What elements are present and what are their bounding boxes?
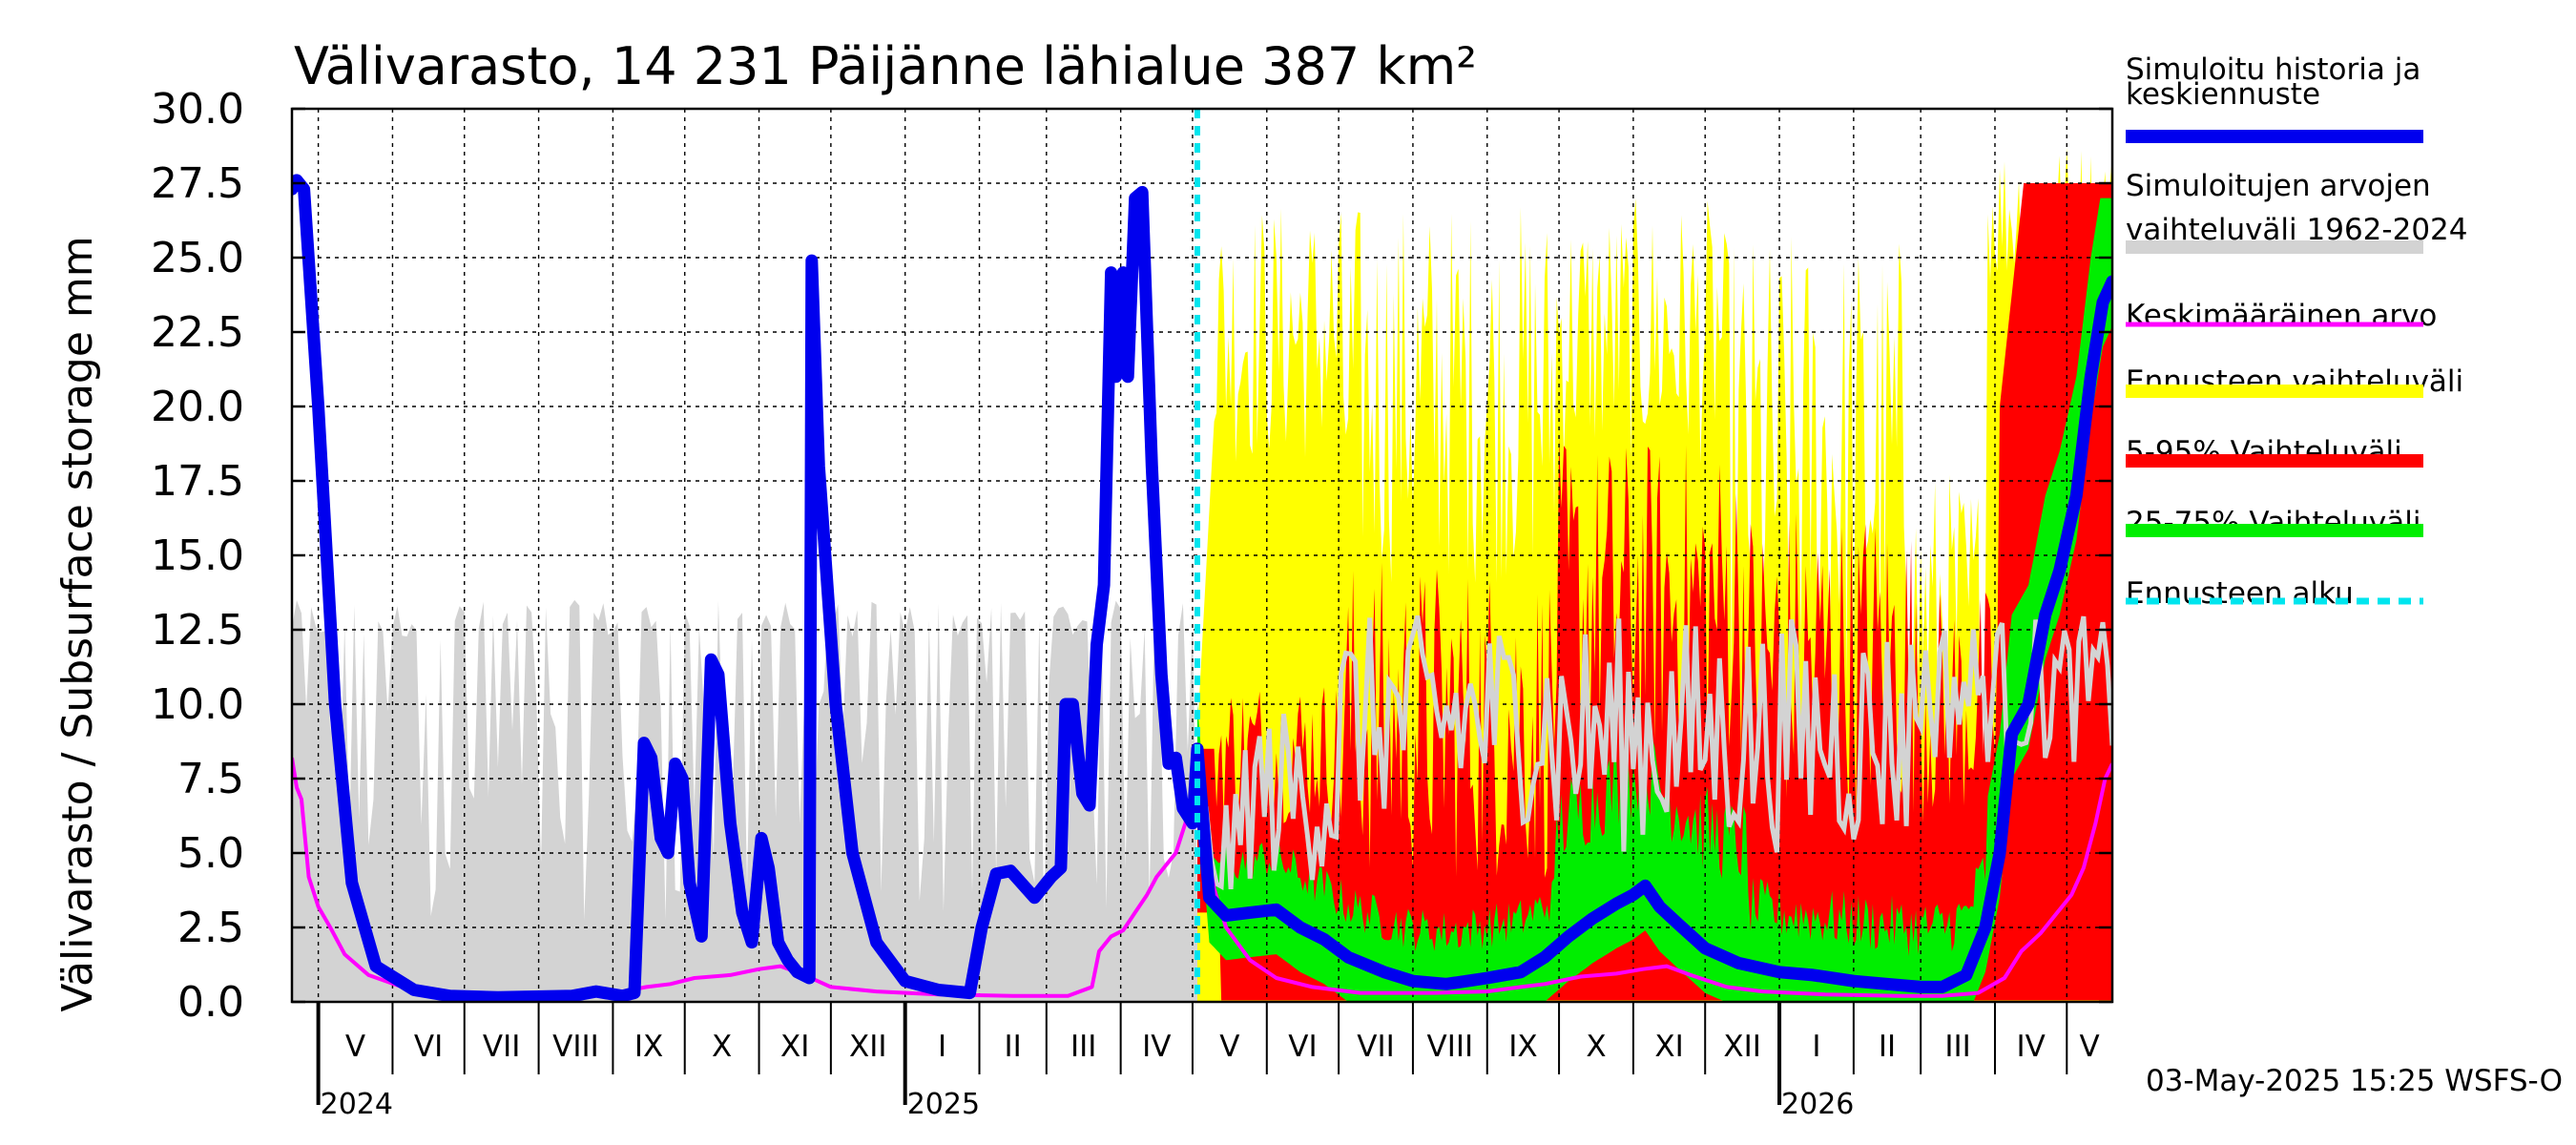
month-label: V	[1219, 1030, 1239, 1064]
y-tick-label: 17.5	[151, 457, 244, 506]
month-label: VI	[414, 1030, 443, 1064]
month-label: VII	[483, 1030, 521, 1064]
month-label: IV	[1142, 1030, 1171, 1064]
footer-timestamp: 03-May-2025 15:25 WSFS-O	[2146, 1064, 2563, 1098]
month-label: III	[1070, 1030, 1096, 1064]
month-label: X	[1586, 1030, 1606, 1064]
legend-label: Simuloitu historia ja	[2126, 52, 2420, 87]
month-label: VI	[1288, 1030, 1317, 1064]
y-tick-label: 12.5	[151, 606, 244, 655]
simulated-history-line	[292, 174, 2112, 1002]
month-label: XI	[1654, 1030, 1683, 1064]
axes: 0.0 2.5 5.0 7.5 10.0 12.5 15.0 17.5 20.0 22.5 25.0…	[151, 85, 2114, 1121]
legend-label: Simuloitujen arvojen	[2126, 169, 2431, 203]
month-label: XII	[1723, 1030, 1761, 1064]
month-label: IX	[634, 1030, 663, 1064]
chart-title: Välivarasto, 14 231 Päijänne lähialue 38…	[294, 36, 1477, 96]
y-tick-label: 0.0	[177, 978, 244, 1027]
month-label: II	[1005, 1030, 1022, 1064]
forecast-historical-range-line	[1195, 614, 2112, 890]
y-tick-label: 7.5	[177, 755, 244, 803]
year-label: 2026	[1781, 1088, 1854, 1121]
month-label: I	[938, 1030, 946, 1064]
y-tick-label: 5.0	[177, 829, 244, 878]
y-tick-label: 10.0	[151, 680, 244, 729]
month-label: III	[1944, 1030, 1970, 1064]
month-label: IX	[1508, 1030, 1537, 1064]
y-tick-label: 22.5	[151, 308, 244, 357]
year-label: 2025	[907, 1088, 980, 1121]
legend-label: Ennusteen alku	[2126, 576, 2354, 611]
y-tick-label: 20.0	[151, 383, 244, 431]
historical-range-band	[292, 599, 1197, 1002]
y-tick-label: 27.5	[151, 159, 244, 208]
year-label: 2024	[321, 1088, 393, 1121]
y-tick-label: 25.0	[151, 234, 244, 282]
month-label: VII	[1357, 1030, 1395, 1064]
month-label: VIII	[1427, 1030, 1474, 1064]
month-label: XI	[780, 1030, 809, 1064]
y-tick-label: 2.5	[177, 904, 244, 952]
month-label: V	[345, 1030, 365, 1064]
y-tick-label: 15.0	[151, 531, 244, 580]
month-label: I	[1812, 1030, 1820, 1064]
month-label: XII	[849, 1030, 887, 1064]
month-label: X	[712, 1030, 732, 1064]
legend-label: Keskimääräinen arvo	[2126, 299, 2437, 333]
y-axis-label: Välivarasto / Subsurface storage mm	[53, 236, 102, 1011]
legend-label-2: keskiennuste	[2126, 77, 2320, 112]
month-label: IV	[2016, 1030, 2045, 1064]
series-lines	[292, 109, 2112, 1002]
month-label: V	[2080, 1030, 2100, 1064]
y-tick-label: 30.0	[151, 85, 244, 134]
month-label: VIII	[552, 1030, 599, 1064]
month-label: II	[1879, 1030, 1896, 1064]
